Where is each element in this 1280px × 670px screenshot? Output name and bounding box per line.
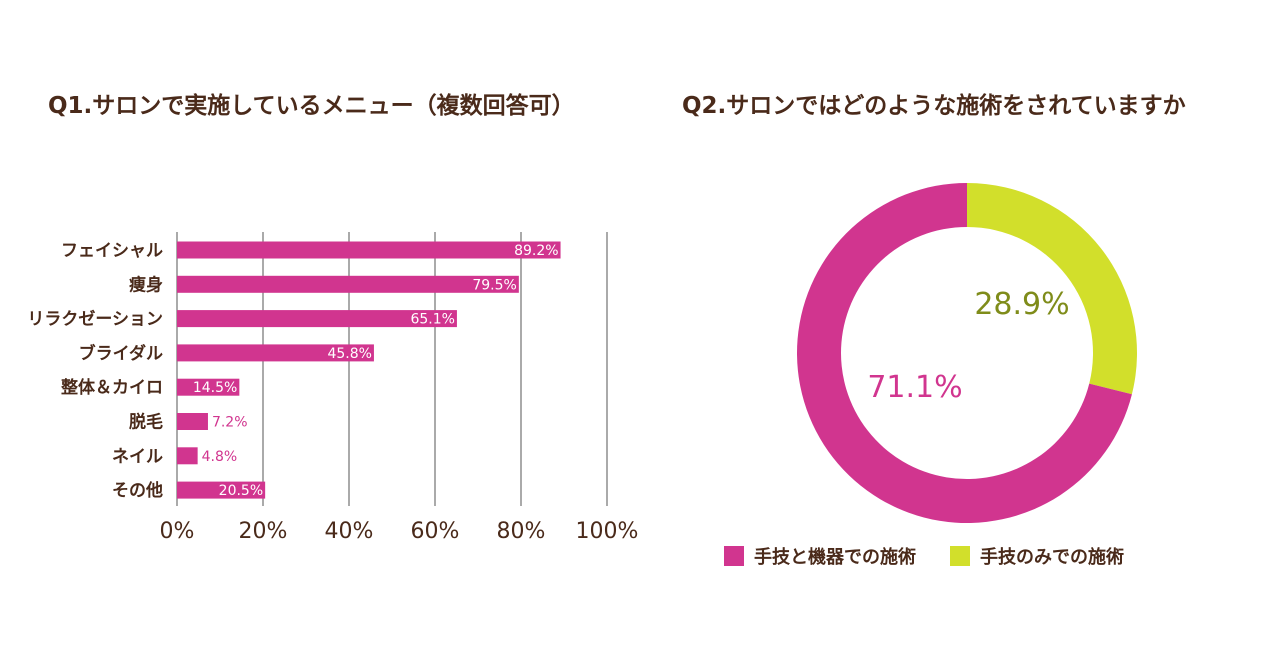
q2-chart-title: Q2.サロンではどのような施術をされていますか: [682, 93, 1186, 119]
q1-chart-title: Q1.サロンで実施しているメニュー（複数回答可）: [48, 93, 575, 119]
bar-value-label: 65.1%: [410, 312, 454, 328]
category-label: その他: [112, 480, 163, 501]
bar-value-label: 89.2%: [514, 243, 558, 259]
bar: [177, 447, 198, 465]
q2-legend: 手技と機器での施術 手技のみでの施術: [724, 543, 1124, 569]
bar: [177, 413, 208, 430]
x-tick-label: 40%: [325, 519, 374, 544]
legend-item-machine: 手技と機器での施術: [724, 543, 916, 569]
x-tick-label: 100%: [576, 519, 639, 544]
bar-value-label: 79.5%: [472, 277, 516, 293]
bar-value-label: 7.2%: [212, 415, 248, 431]
bar: [177, 344, 374, 362]
bar-value-label: 14.5%: [193, 380, 237, 396]
bar: [177, 310, 457, 328]
legend-item-hand: 手技のみでの施術: [950, 543, 1124, 569]
category-label: フェイシャル: [61, 241, 163, 261]
category-label: 整体＆カイロ: [61, 377, 163, 398]
category-label: ブライダル: [79, 343, 163, 364]
legend-swatch-magenta: [724, 546, 744, 566]
legend-label: 手技と機器での施術: [754, 547, 916, 568]
legend-label: 手技のみでの施術: [980, 547, 1124, 568]
bar-value-label: 20.5%: [219, 483, 263, 499]
x-tick-label: 60%: [411, 519, 460, 544]
donut-value-label: 71.1%: [867, 370, 962, 405]
x-tick-label: 0%: [160, 519, 195, 544]
donut-slice: [967, 183, 1137, 395]
x-tick-label: 80%: [497, 519, 546, 544]
category-label: リラクゼーション: [27, 309, 163, 330]
x-tick-label: 20%: [239, 519, 288, 544]
donut-value-label: 28.9%: [974, 287, 1069, 322]
category-label: ネイル: [112, 447, 163, 467]
category-label: 脱毛: [129, 412, 163, 433]
bar-value-label: 4.8%: [202, 449, 238, 465]
bar: [177, 481, 266, 499]
bar: [177, 275, 519, 293]
bar: [177, 378, 240, 396]
category-label: 痩身: [129, 274, 163, 295]
bar-value-label: 45.8%: [327, 346, 371, 362]
bar: [177, 241, 561, 259]
legend-swatch-lime: [950, 546, 970, 566]
